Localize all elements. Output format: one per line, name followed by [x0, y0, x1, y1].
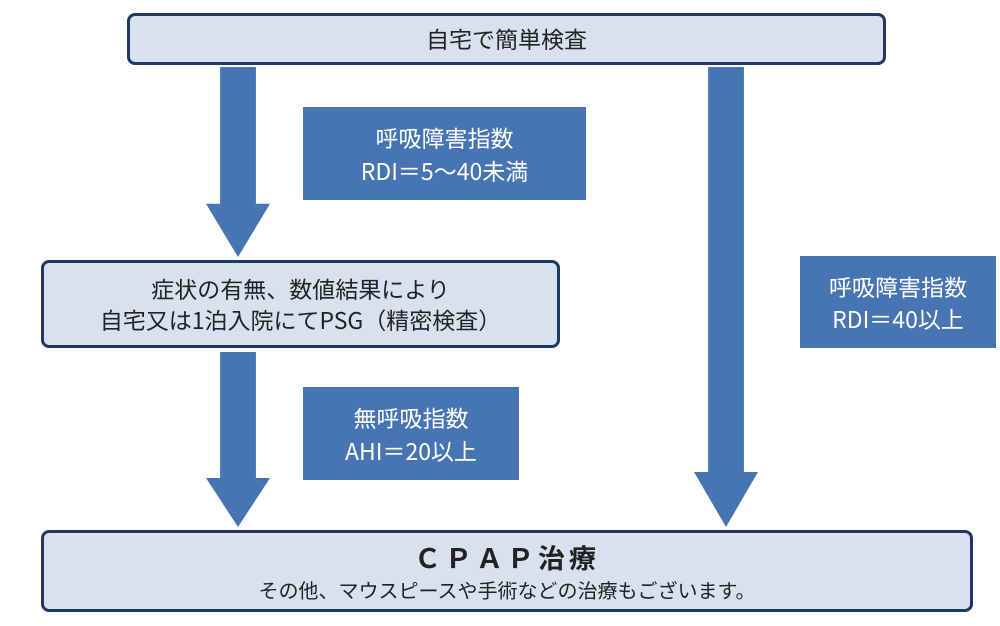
- node-cpap-subtitle: その他、マウスピースや手術などの治療もございます。: [259, 576, 756, 603]
- node-cpap: ＣＰＡＰ治療 その他、マウスピースや手術などの治療もございます。: [41, 530, 973, 612]
- node-rdi-high-line1: 呼吸障害指数: [829, 270, 967, 302]
- arrow-psg-to-cpap: [206, 352, 270, 527]
- node-rdi-low: 呼吸障害指数 RDI＝5〜40未満: [303, 107, 586, 200]
- node-rdi-high: 呼吸障害指数 RDI＝40以上: [800, 256, 996, 348]
- node-rdi-low-line2: RDI＝5〜40未満: [361, 154, 528, 186]
- arrow-top-to-cpap: [694, 67, 758, 527]
- node-rdi-high-line2: RDI＝40以上: [832, 302, 964, 334]
- node-psg: 症状の有無、数値結果により 自宅又は1泊入院にてPSG（精密検査）: [41, 260, 560, 348]
- node-rdi-low-line1: 呼吸障害指数: [376, 121, 514, 153]
- node-psg-line1: 症状の有無、数値結果により: [151, 273, 450, 304]
- node-ahi-line1: 無呼吸指数: [354, 401, 469, 433]
- node-ahi-line2: AHI＝20以上: [345, 434, 477, 466]
- node-home-test-text: 自宅で簡単検査: [426, 23, 587, 54]
- arrow-top-to-psg: [206, 67, 270, 257]
- node-cpap-title: ＣＰＡＰ治療: [414, 539, 600, 575]
- node-psg-line2: 自宅又は1泊入院にてPSG（精密検査）: [100, 304, 502, 335]
- node-home-test: 自宅で簡単検査: [127, 13, 886, 65]
- node-ahi: 無呼吸指数 AHI＝20以上: [303, 387, 519, 480]
